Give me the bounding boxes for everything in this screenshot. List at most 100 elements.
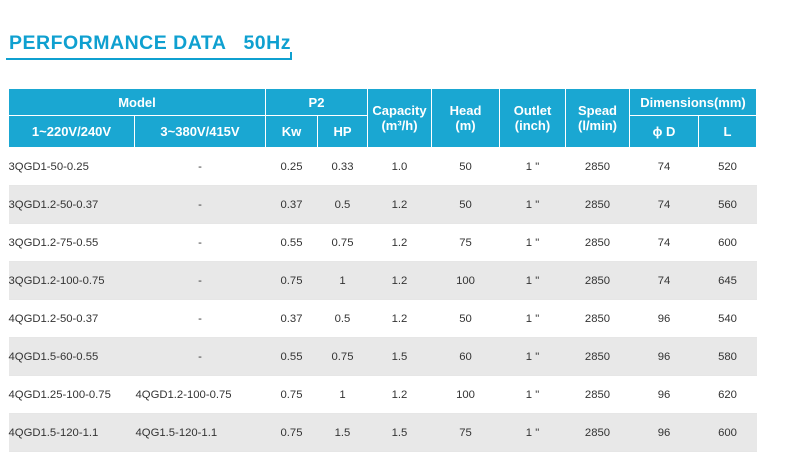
cell-hp: 0.5 [317,299,368,338]
cell-hp: 1 [317,261,368,300]
cell-length: 645 [698,261,757,300]
header-capacity: Capacity (m³/h) [367,88,432,148]
cell-outlet: 1 " [499,375,566,414]
cell-model-1ph: 4QGD1.2-50-0.37 [8,299,135,338]
cell-diameter: 74 [629,147,699,186]
performance-table: Model P2 Capacity (m³/h) Head (m) Outlet… [8,88,757,452]
cell-length: 600 [698,413,757,452]
cell-outlet: 1 " [499,299,566,338]
table-row: 3QGD1.2-50-0.37 - 0.37 0.5 1.2 50 1 " 28… [8,185,757,224]
table-row: 4QGD1.5-120-1.1 4QG1.5-120-1.1 0.75 1.5 … [8,413,757,452]
header-volt3: 3~380V/415V [134,115,266,148]
cell-kw: 0.75 [265,375,318,414]
cell-head: 50 [431,299,500,338]
cell-head: 50 [431,147,500,186]
cell-length: 600 [698,223,757,262]
cell-speed: 2850 [565,185,630,224]
header-outlet-label: Outlet [513,103,552,118]
header-hp: HP [317,115,368,148]
header-outlet-unit: (inch) [514,118,551,133]
cell-head: 100 [431,375,500,414]
cell-head: 100 [431,261,500,300]
cell-model-3ph: 4QGD1.2-100-0.75 [134,375,266,414]
cell-capacity: 1.2 [367,299,432,338]
cell-hp: 1 [317,375,368,414]
cell-capacity: 1.2 [367,223,432,262]
cell-kw: 0.75 [265,413,318,452]
cell-model-1ph: 3QGD1.2-100-0.75 [8,261,135,300]
cell-kw: 0.55 [265,337,318,376]
title-underline-tick [290,52,292,60]
cell-capacity: 1.0 [367,147,432,186]
header-length: L [698,115,757,148]
cell-speed: 2850 [565,337,630,376]
cell-capacity: 1.5 [367,337,432,376]
cell-diameter: 96 [629,375,699,414]
table-row: 4QGD1.2-50-0.37 - 0.37 0.5 1.2 50 1 " 28… [8,299,757,338]
cell-model-3ph: - [134,223,266,262]
cell-length: 560 [698,185,757,224]
cell-capacity: 1.2 [367,185,432,224]
cell-model-3ph: - [134,299,266,338]
cell-head: 60 [431,337,500,376]
header-speed-label: Spead [577,103,617,118]
header-outlet: Outlet (inch) [499,88,566,148]
cell-capacity: 1.2 [367,261,432,300]
cell-model-3ph: - [134,185,266,224]
page-title: PERFORMANCE DATA 50Hz [9,32,291,54]
cell-kw: 0.75 [265,261,318,300]
cell-model-1ph: 3QGD1.2-75-0.55 [8,223,135,262]
cell-kw: 0.55 [265,223,318,262]
cell-diameter: 96 [629,413,699,452]
cell-length: 540 [698,299,757,338]
cell-capacity: 1.5 [367,413,432,452]
cell-kw: 0.37 [265,299,318,338]
cell-outlet: 1 " [499,413,566,452]
cell-model-1ph: 3QGD1-50-0.25 [8,147,135,186]
table-row: 4QGD1.5-60-0.55 - 0.55 0.75 1.5 60 1 " 2… [8,337,757,376]
cell-model-1ph: 4QGD1.5-60-0.55 [8,337,135,376]
header-dimensions: Dimensions(mm) [629,88,757,116]
cell-kw: 0.25 [265,147,318,186]
cell-model-3ph: - [134,147,266,186]
header-head: Head (m) [431,88,500,148]
header-volt1: 1~220V/240V [8,115,135,148]
cell-hp: 0.75 [317,337,368,376]
header-capacity-unit: (m³/h) [381,118,418,133]
cell-model-3ph: 4QG1.5-120-1.1 [134,413,266,452]
table-row: 3QGD1.2-75-0.55 - 0.55 0.75 1.2 75 1 " 2… [8,223,757,262]
cell-outlet: 1 " [499,261,566,300]
header-speed: Spead (l/min) [565,88,630,148]
cell-outlet: 1 " [499,223,566,262]
header-model: Model [8,88,266,116]
cell-diameter: 96 [629,299,699,338]
cell-diameter: 96 [629,337,699,376]
table-row: 3QGD1-50-0.25 - 0.25 0.33 1.0 50 1 " 285… [8,147,757,186]
cell-model-1ph: 3QGD1.2-50-0.37 [8,185,135,224]
cell-speed: 2850 [565,261,630,300]
table-row: 3QGD1.2-100-0.75 - 0.75 1 1.2 100 1 " 28… [8,261,757,300]
title-underline [6,58,292,60]
cell-hp: 0.75 [317,223,368,262]
cell-outlet: 1 " [499,337,566,376]
header-p2: P2 [265,88,368,116]
cell-outlet: 1 " [499,185,566,224]
cell-model-1ph: 4QGD1.5-120-1.1 [8,413,135,452]
cell-speed: 2850 [565,223,630,262]
header-head-unit: (m) [455,118,476,133]
cell-speed: 2850 [565,375,630,414]
cell-length: 620 [698,375,757,414]
cell-model-3ph: - [134,261,266,300]
cell-diameter: 74 [629,185,699,224]
cell-hp: 0.33 [317,147,368,186]
cell-speed: 2850 [565,147,630,186]
cell-speed: 2850 [565,413,630,452]
header-head-label: Head [449,103,482,118]
cell-model-3ph: - [134,337,266,376]
cell-length: 580 [698,337,757,376]
cell-speed: 2850 [565,299,630,338]
header-dia: ϕ D [629,115,699,148]
cell-diameter: 74 [629,223,699,262]
cell-head: 75 [431,223,500,262]
cell-kw: 0.37 [265,185,318,224]
